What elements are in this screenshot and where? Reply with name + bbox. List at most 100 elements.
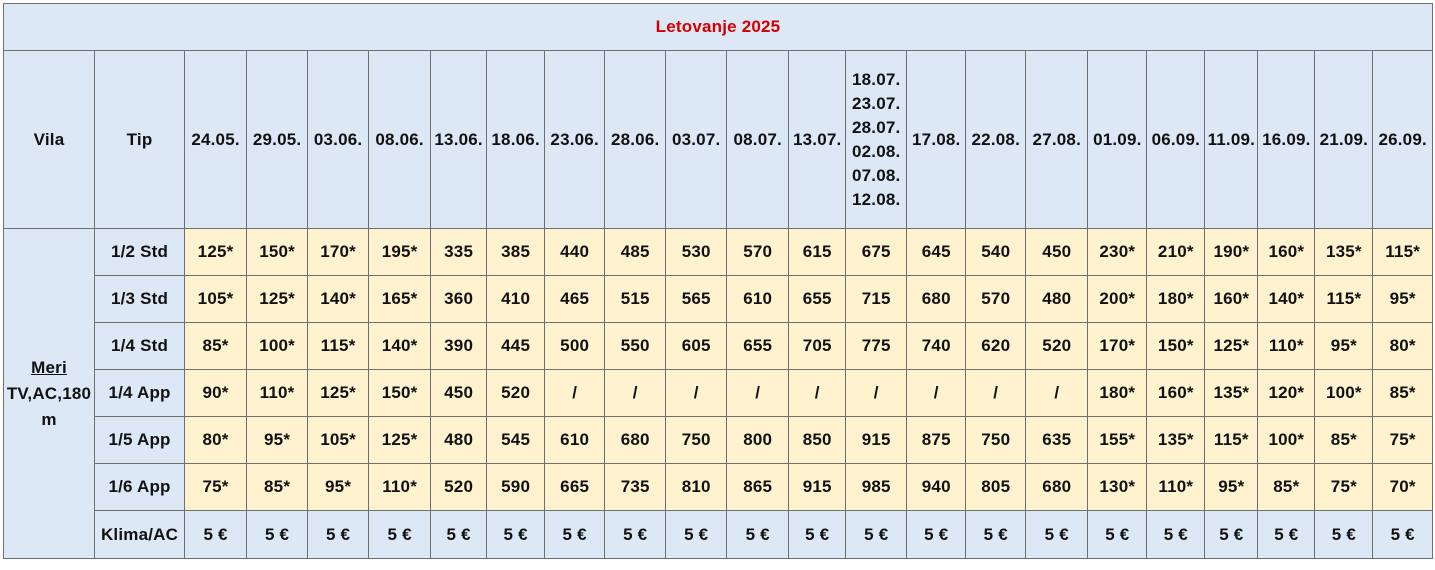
price-cell: 590 bbox=[486, 463, 546, 511]
ac-price-cell: 5 € bbox=[430, 510, 488, 559]
price-cell: 515 bbox=[604, 275, 667, 323]
price-cell: 110* bbox=[368, 463, 432, 511]
date-header: 24.05. bbox=[184, 50, 248, 229]
price-cell: 150* bbox=[246, 228, 309, 276]
price-cell: 620 bbox=[965, 322, 1027, 370]
header-row: Vila Tip 24.05. 29.05. 03.06. 08.06. 13.06. 1… bbox=[2, 50, 1433, 229]
price-cell: 680 bbox=[906, 275, 967, 323]
price-cell: 110* bbox=[246, 369, 309, 417]
ac-price-cell: 5 € bbox=[246, 510, 309, 559]
price-cell: 480 bbox=[430, 416, 488, 464]
date-header: 17.08. bbox=[906, 50, 967, 229]
price-cell: 160* bbox=[1257, 228, 1316, 276]
date-header: 18.06. bbox=[486, 50, 546, 229]
date-header-line: 12.08. bbox=[852, 189, 901, 209]
price-cell: 125* bbox=[307, 369, 370, 417]
price-cell: 110* bbox=[1257, 322, 1316, 370]
price-cell: 735 bbox=[604, 463, 667, 511]
price-cell: 565 bbox=[665, 275, 728, 323]
price-cell: 645 bbox=[906, 228, 967, 276]
table-row: 1/6 App 75* 85* 95* 110* 520 590 665 735 810 865 91… bbox=[4, 463, 1433, 511]
price-cell: 680 bbox=[1025, 463, 1089, 511]
price-cell: 465 bbox=[544, 275, 606, 323]
price-cell: 100* bbox=[1314, 369, 1374, 417]
price-cell: 180* bbox=[1087, 369, 1148, 417]
price-cell: 125* bbox=[246, 275, 309, 323]
price-cell: 800 bbox=[726, 416, 790, 464]
room-type-cell: 1/2 Std bbox=[94, 228, 186, 276]
price-cell: 125* bbox=[184, 228, 248, 276]
date-header: 16.09. bbox=[1257, 50, 1316, 229]
price-cell: 170* bbox=[307, 228, 370, 276]
price-cell: 605 bbox=[665, 322, 728, 370]
price-cell: 520 bbox=[1025, 322, 1089, 370]
vila-name: Meri bbox=[31, 357, 67, 377]
room-type-cell: 1/4 App bbox=[94, 369, 186, 417]
price-cell: 195* bbox=[368, 228, 432, 276]
price-cell: / bbox=[726, 369, 790, 417]
price-cell: 95* bbox=[1372, 275, 1433, 323]
price-cell: 450 bbox=[1025, 228, 1089, 276]
ac-price-cell: 5 € bbox=[368, 510, 432, 559]
price-cell: 665 bbox=[544, 463, 606, 511]
price-cell: 440 bbox=[544, 228, 606, 276]
room-type-cell: 1/3 Std bbox=[94, 275, 186, 323]
ac-price-cell: 5 € bbox=[845, 510, 908, 559]
date-header-line: 07.08. bbox=[852, 165, 901, 185]
price-cell: 140* bbox=[307, 275, 370, 323]
price-cell: 635 bbox=[1025, 416, 1089, 464]
table-row: 1/3 Std 105* 125* 140* 165* 360 410 465 515 565 61… bbox=[4, 275, 1433, 323]
price-cell: 85* bbox=[246, 463, 309, 511]
price-cell: 95* bbox=[246, 416, 309, 464]
price-cell: 100* bbox=[246, 322, 309, 370]
date-header: 06.09. bbox=[1146, 50, 1206, 229]
date-header: 03.06. bbox=[307, 50, 370, 229]
price-cell: 230* bbox=[1087, 228, 1148, 276]
price-cell: 850 bbox=[788, 416, 847, 464]
ac-price-cell: 5 € bbox=[1146, 510, 1206, 559]
price-cell: 390 bbox=[430, 322, 488, 370]
price-cell: 85* bbox=[1372, 369, 1433, 417]
price-cell: 680 bbox=[604, 416, 667, 464]
vila-features: TV,AC,180 bbox=[6, 383, 92, 403]
price-cell: 570 bbox=[726, 228, 790, 276]
ac-price-cell: 5 € bbox=[1372, 510, 1433, 559]
ac-row: Klima/AC 5 €5 €5 €5 €5 €5 €5 €5 €5 €5 €5 … bbox=[4, 510, 1433, 559]
price-cell: 105* bbox=[184, 275, 248, 323]
price-cell: 750 bbox=[965, 416, 1027, 464]
price-cell: 615 bbox=[788, 228, 847, 276]
price-cell: 610 bbox=[544, 416, 606, 464]
price-cell: 775 bbox=[845, 322, 908, 370]
price-cell: 80* bbox=[184, 416, 248, 464]
ac-price-cell: 5 € bbox=[1025, 510, 1089, 559]
price-cell: 115* bbox=[1372, 228, 1433, 276]
price-cell: 410 bbox=[486, 275, 546, 323]
ac-price-cell: 5 € bbox=[604, 510, 667, 559]
price-cell: 85* bbox=[184, 322, 248, 370]
price-cell: 135* bbox=[1204, 369, 1259, 417]
price-cell: 865 bbox=[726, 463, 790, 511]
ac-price-cell: 5 € bbox=[307, 510, 370, 559]
price-cell: 165* bbox=[368, 275, 432, 323]
price-cell: 200* bbox=[1087, 275, 1148, 323]
table-title: Letovanje 2025 bbox=[3, 3, 1433, 51]
price-cell: 170* bbox=[1087, 322, 1148, 370]
date-header: 01.09. bbox=[1087, 50, 1148, 229]
date-header: 26.09. bbox=[1372, 50, 1433, 229]
price-cell: 570 bbox=[965, 275, 1027, 323]
price-cell: 115* bbox=[307, 322, 370, 370]
price-cell: 940 bbox=[906, 463, 967, 511]
date-header-line: 28.07. bbox=[852, 117, 901, 137]
date-header: 29.05. bbox=[246, 50, 309, 229]
vila-cell: Meri TV,AC,180 m bbox=[2, 228, 96, 559]
price-cell: 95* bbox=[1204, 463, 1259, 511]
price-cell: 150* bbox=[1146, 322, 1206, 370]
date-header: 28.06. bbox=[604, 50, 667, 229]
price-cell: 610 bbox=[726, 275, 790, 323]
price-cell: 150* bbox=[368, 369, 432, 417]
price-cell: 70* bbox=[1372, 463, 1433, 511]
price-cell: 550 bbox=[604, 322, 667, 370]
date-header: 13.06. bbox=[430, 50, 488, 229]
price-cell: 135* bbox=[1146, 416, 1206, 464]
price-cell: 90* bbox=[184, 369, 248, 417]
